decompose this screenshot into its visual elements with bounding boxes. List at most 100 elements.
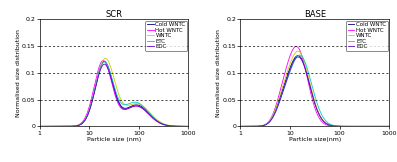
EDC bbox=[132, 105, 137, 107]
Line: EDC: EDC bbox=[241, 57, 389, 126]
ETC bbox=[124, 104, 129, 106]
ETC bbox=[150, 116, 155, 118]
ETC bbox=[46, 125, 51, 127]
Hot WNTC bbox=[132, 105, 137, 107]
EDC bbox=[328, 125, 333, 127]
Hot WNTC bbox=[294, 46, 299, 47]
Cold WNTC bbox=[37, 125, 42, 127]
ETC bbox=[366, 125, 371, 127]
Line: Hot WNTC: Hot WNTC bbox=[40, 61, 188, 126]
WNTC bbox=[238, 125, 243, 127]
WNTC bbox=[295, 50, 300, 52]
EDC bbox=[238, 125, 243, 127]
Hot WNTC bbox=[46, 125, 51, 127]
Hot WNTC bbox=[166, 125, 170, 127]
EDC bbox=[324, 123, 329, 125]
WNTC bbox=[103, 58, 108, 59]
Cold WNTC bbox=[247, 125, 252, 127]
Title: SCR: SCR bbox=[106, 10, 123, 19]
ETC bbox=[324, 121, 329, 123]
Hot WNTC bbox=[324, 124, 329, 126]
EDC bbox=[366, 125, 371, 127]
ETC bbox=[351, 125, 356, 127]
WNTC bbox=[124, 104, 129, 106]
EDC bbox=[387, 125, 391, 127]
ETC bbox=[37, 125, 42, 127]
Hot WNTC bbox=[124, 108, 129, 110]
ETC bbox=[247, 125, 252, 127]
Cold WNTC bbox=[387, 125, 391, 127]
WNTC bbox=[247, 125, 252, 127]
Cold WNTC bbox=[351, 125, 356, 127]
Hot WNTC bbox=[238, 125, 243, 127]
Hot WNTC bbox=[328, 125, 333, 127]
EDC bbox=[102, 63, 107, 65]
EDC bbox=[166, 125, 170, 127]
WNTC bbox=[366, 125, 371, 127]
Legend: Cold WNTC, Hot WNTC, WNTC, ETC, EDC: Cold WNTC, Hot WNTC, WNTC, ETC, EDC bbox=[145, 21, 187, 51]
Y-axis label: Normalised size distribution: Normalised size distribution bbox=[216, 29, 221, 117]
EDC bbox=[247, 125, 252, 127]
Line: Hot WNTC: Hot WNTC bbox=[241, 46, 389, 126]
WNTC bbox=[186, 125, 191, 127]
EDC bbox=[128, 107, 133, 109]
ETC bbox=[333, 125, 338, 127]
Cold WNTC bbox=[124, 107, 129, 109]
Cold WNTC bbox=[128, 106, 133, 108]
Hot WNTC bbox=[333, 125, 338, 127]
WNTC bbox=[324, 123, 329, 125]
WNTC bbox=[37, 125, 42, 127]
Title: BASE: BASE bbox=[304, 10, 326, 19]
Cold WNTC bbox=[333, 125, 338, 127]
ETC bbox=[186, 125, 191, 127]
ETC bbox=[128, 102, 133, 104]
Line: ETC: ETC bbox=[40, 62, 188, 126]
Hot WNTC bbox=[128, 107, 133, 109]
WNTC bbox=[46, 125, 51, 127]
Y-axis label: Normalised size distribution: Normalised size distribution bbox=[15, 29, 21, 117]
ETC bbox=[387, 125, 391, 127]
Cold WNTC bbox=[150, 116, 155, 118]
Hot WNTC bbox=[37, 125, 42, 127]
Legend: Cold WNTC, Hot WNTC, WNTC, ETC, EDC: Cold WNTC, Hot WNTC, WNTC, ETC, EDC bbox=[346, 21, 388, 51]
Cold WNTC bbox=[238, 125, 243, 127]
Cold WNTC bbox=[295, 55, 300, 57]
Hot WNTC bbox=[186, 125, 191, 127]
Line: Cold WNTC: Cold WNTC bbox=[241, 56, 389, 126]
ETC bbox=[328, 124, 333, 126]
EDC bbox=[150, 117, 155, 119]
WNTC bbox=[150, 115, 155, 117]
Cold WNTC bbox=[102, 61, 107, 63]
Cold WNTC bbox=[324, 123, 329, 125]
Cold WNTC bbox=[186, 125, 191, 127]
EDC bbox=[37, 125, 42, 127]
ETC bbox=[166, 124, 170, 126]
Cold WNTC bbox=[46, 125, 51, 127]
ETC bbox=[102, 61, 107, 63]
Line: Cold WNTC: Cold WNTC bbox=[40, 62, 188, 126]
WNTC bbox=[387, 125, 391, 127]
EDC bbox=[296, 56, 301, 58]
Line: WNTC: WNTC bbox=[40, 58, 188, 126]
EDC bbox=[186, 125, 191, 127]
EDC bbox=[124, 108, 129, 110]
Line: ETC: ETC bbox=[241, 55, 389, 126]
Hot WNTC bbox=[351, 125, 356, 127]
WNTC bbox=[132, 103, 137, 105]
Line: WNTC: WNTC bbox=[241, 51, 389, 126]
X-axis label: Particle size(nm): Particle size(nm) bbox=[289, 137, 341, 142]
WNTC bbox=[333, 125, 338, 127]
Cold WNTC bbox=[328, 124, 333, 126]
ETC bbox=[297, 54, 302, 56]
WNTC bbox=[328, 124, 333, 126]
Hot WNTC bbox=[247, 125, 252, 127]
ETC bbox=[132, 101, 137, 103]
EDC bbox=[351, 125, 356, 127]
Hot WNTC bbox=[101, 60, 106, 62]
EDC bbox=[333, 125, 338, 127]
WNTC bbox=[351, 125, 356, 127]
Cold WNTC bbox=[366, 125, 371, 127]
Line: EDC: EDC bbox=[40, 64, 188, 126]
Hot WNTC bbox=[366, 125, 371, 127]
Hot WNTC bbox=[387, 125, 391, 127]
